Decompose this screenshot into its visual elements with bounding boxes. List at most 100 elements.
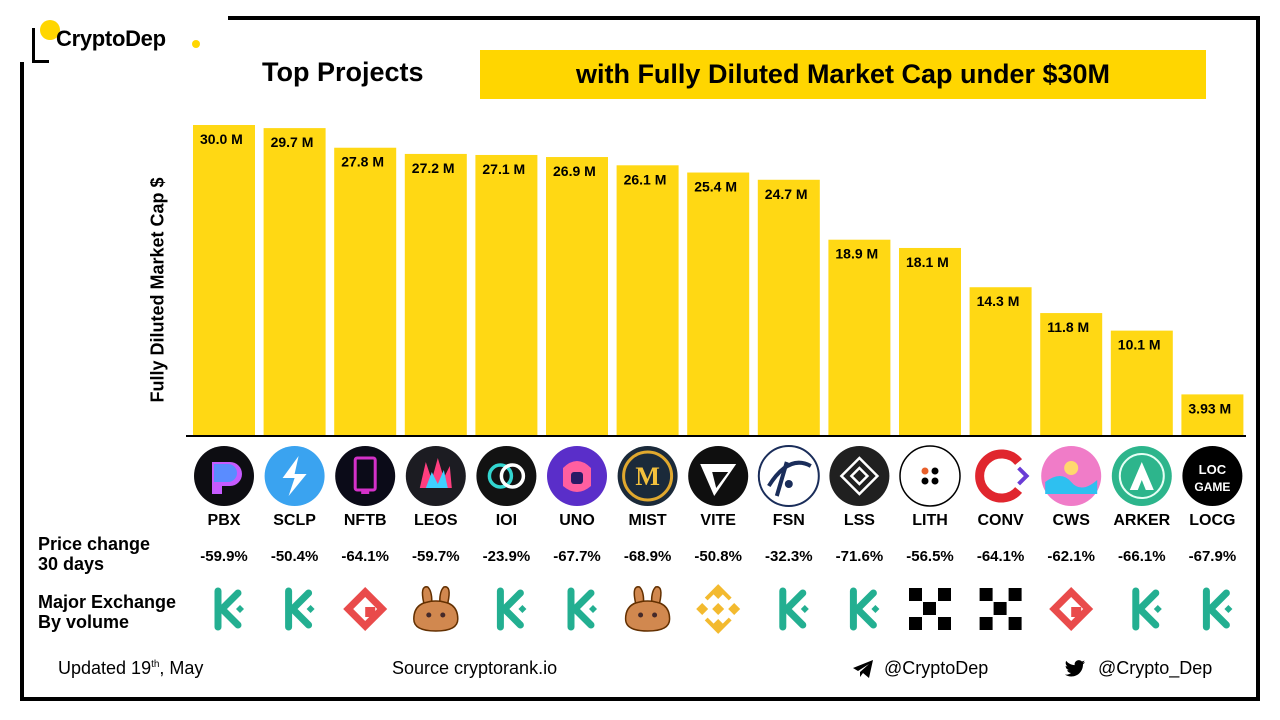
price-change-nftb: -64.1%: [341, 548, 389, 565]
pancakeswap-icon: [624, 586, 671, 632]
bar-lss: [828, 239, 891, 435]
frame-right-border: [1256, 16, 1260, 701]
kucoin-icon: [1202, 587, 1233, 631]
data-label-arker: 10.1 M: [1118, 337, 1161, 353]
price-change-locg: -67.9%: [1189, 548, 1237, 565]
title-left: Top Projects: [262, 57, 424, 87]
bar-uno: [546, 157, 608, 436]
data-label-nftb: 27.8 M: [341, 154, 384, 170]
updated-prefix: Updated 19: [58, 658, 152, 678]
data-label-conv: 14.3 M: [977, 293, 1020, 309]
tick-label-sclp: SCLP: [273, 512, 316, 529]
arker-icon: [1111, 446, 1172, 506]
kucoin-icon: [214, 587, 244, 631]
telegram-handle[interactable]: @CryptoDep: [884, 658, 989, 678]
nftb-icon: [335, 446, 396, 506]
bar-conv: [969, 287, 1032, 435]
kucoin-icon: [496, 587, 527, 631]
logo-dot: [192, 40, 200, 48]
locg-icon: LOC GAME: [1182, 446, 1243, 506]
pancakeswap-icon: [413, 586, 459, 632]
bar-leos: [404, 153, 467, 435]
bar-nftb: [334, 147, 397, 435]
tick-label-ioi: IOI: [496, 512, 517, 529]
lss-icon: [829, 446, 890, 506]
tick-label-arker: ARKER: [1113, 512, 1170, 529]
kucoin-icon: [779, 587, 809, 631]
tick-label-conv: CONV: [977, 512, 1024, 529]
bar-arker: [1110, 330, 1173, 435]
data-label-pbx: 30.0 M: [200, 131, 243, 147]
gate-icon: [343, 587, 388, 631]
bar-cws: [1040, 313, 1103, 435]
kucoin-icon: [1132, 587, 1162, 631]
logo-circle: [40, 20, 60, 40]
source-text: Source cryptorank.io: [392, 658, 558, 678]
price-change-label: Price change 30 days: [38, 534, 150, 574]
price-change-sclp: -50.4%: [271, 548, 319, 565]
data-label-fsn: 24.7 M: [765, 186, 808, 202]
price-change-mist: -68.9%: [624, 548, 672, 565]
twitter-icon: [1064, 660, 1086, 677]
lith-icon: [899, 445, 961, 507]
frame-bottom-border: [20, 697, 1260, 701]
updated-date: Updated 19th, May: [58, 658, 203, 679]
price-change-conv: -64.1%: [977, 548, 1025, 565]
tick-label-uno: UNO: [559, 512, 595, 529]
conv-icon: [970, 446, 1031, 506]
bar-mist: [616, 165, 679, 436]
price-change-arker: -66.1%: [1118, 548, 1166, 565]
locg-icon-text-bottom: GAME: [1194, 480, 1230, 494]
logo-bracket: [32, 28, 49, 63]
bar-vite: [687, 172, 750, 436]
cws-icon: [1041, 446, 1102, 506]
fsn-icon: [757, 445, 820, 507]
major-exchange-label: Major Exchange By volume: [38, 592, 176, 632]
sclp-icon: [264, 446, 325, 506]
tick-label-pbx: PBX: [208, 512, 241, 529]
leos-icon: [405, 446, 466, 506]
locg-icon-text-top: LOC: [1199, 462, 1227, 477]
brand-name: CryptoDep: [56, 26, 166, 51]
okx-icon: [979, 588, 1022, 630]
tick-label-nftb: NFTB: [344, 512, 387, 529]
telegram-icon: [853, 660, 873, 678]
kucoin-icon: [567, 587, 597, 631]
bar-sclp: [263, 128, 326, 435]
vite-icon: [688, 446, 749, 506]
title-right: with Fully Diluted Market Cap under $30M: [480, 50, 1206, 99]
frame-left-border: [20, 62, 24, 700]
mist-icon: M: [617, 446, 678, 506]
ioi-icon: [476, 446, 537, 506]
okx-icon: [909, 588, 951, 630]
data-label-lith: 18.1 M: [906, 254, 949, 270]
price-change-uno: -67.7%: [553, 548, 601, 565]
gate-icon: [1049, 587, 1094, 631]
tick-label-locg: LOCG: [1189, 512, 1235, 529]
major-exchange-label-text: Major Exchange By volume: [38, 592, 177, 632]
bar-ioi: [475, 154, 538, 435]
data-label-sclp: 29.7 M: [271, 134, 314, 150]
data-label-mist: 26.1 M: [624, 171, 667, 187]
price-change-lss: -71.6%: [836, 548, 884, 565]
uno-icon: [547, 446, 607, 506]
tick-label-lss: LSS: [844, 512, 875, 529]
price-change-lith: -56.5%: [906, 548, 954, 565]
price-change-pbx: -59.9%: [200, 548, 248, 565]
mist-letter: M: [635, 462, 660, 491]
tick-label-mist: MIST: [628, 512, 666, 529]
updated-suffix: , May: [159, 658, 204, 678]
frame-top-border: [228, 16, 1260, 20]
kucoin-icon: [285, 587, 315, 631]
bar-fsn: [757, 179, 820, 435]
data-label-lss: 18.9 M: [835, 246, 878, 262]
data-label-locg: 3.93 M: [1188, 400, 1231, 416]
price-change-cws: -62.1%: [1047, 548, 1095, 565]
price-change-ioi: -23.9%: [483, 548, 531, 565]
twitter-handle[interactable]: @Crypto_Dep: [1098, 658, 1213, 678]
tick-label-leos: LEOS: [414, 512, 458, 529]
data-label-uno: 26.9 M: [553, 163, 596, 179]
tick-label-vite: VITE: [700, 512, 736, 529]
tick-label-cws: CWS: [1053, 512, 1091, 529]
